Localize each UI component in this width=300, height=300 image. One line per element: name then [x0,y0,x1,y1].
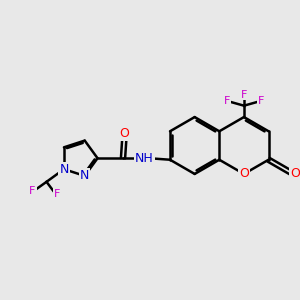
Text: N: N [80,169,89,182]
Text: F: F [29,186,36,196]
Text: N: N [59,163,69,176]
Text: F: F [54,189,60,199]
Text: NH: NH [135,152,154,165]
Text: F: F [224,97,230,106]
Text: O: O [290,167,300,181]
Text: O: O [120,127,129,140]
Text: F: F [241,90,247,100]
Text: O: O [239,167,249,181]
Text: F: F [258,97,265,106]
